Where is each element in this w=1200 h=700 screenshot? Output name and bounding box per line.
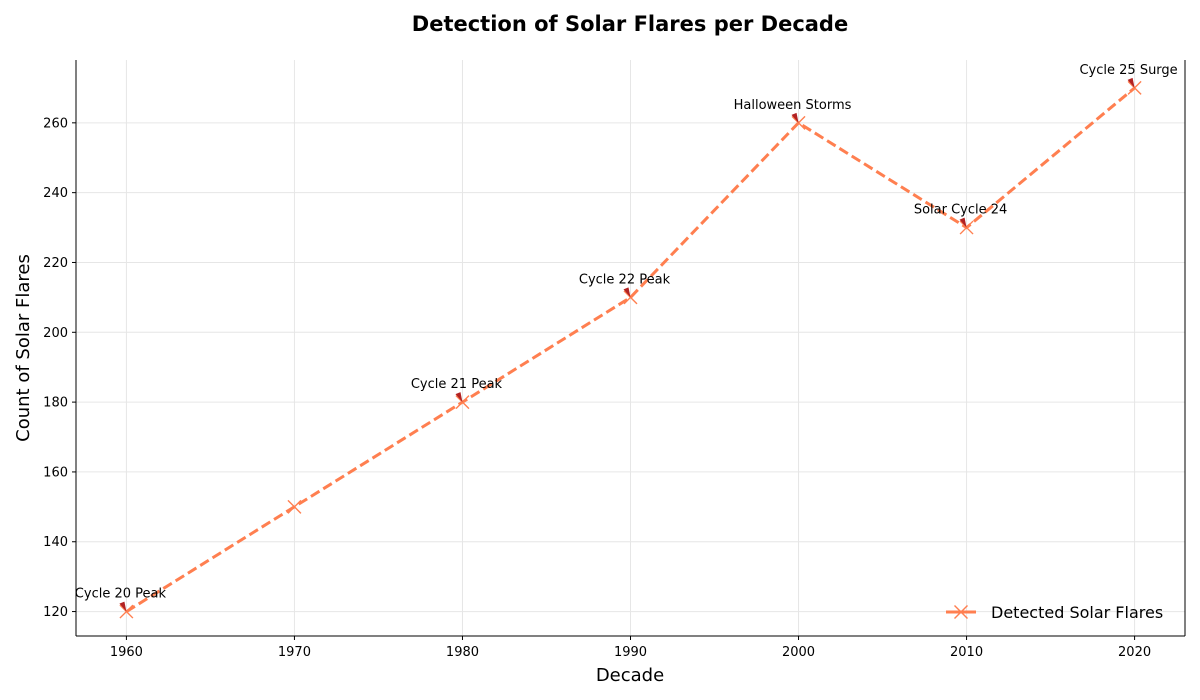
annotation-label: Solar Cycle 24 bbox=[914, 203, 1007, 218]
chart-title: Detection of Solar Flares per Decade bbox=[412, 12, 848, 36]
annotation: Solar Cycle 24 bbox=[914, 203, 1007, 228]
x-tick-label: 2020 bbox=[1118, 645, 1151, 660]
x-tick-label: 2010 bbox=[950, 645, 983, 660]
y-tick-label: 200 bbox=[43, 326, 68, 341]
annotation-arrow bbox=[959, 217, 967, 228]
x-axis-label: Decade bbox=[596, 665, 664, 686]
annotation-label: Cycle 22 Peak bbox=[579, 272, 671, 287]
x-tick-label: 1990 bbox=[614, 645, 647, 660]
x-tick-label: 2000 bbox=[782, 645, 815, 660]
annotation-label: Halloween Storms bbox=[734, 98, 852, 113]
grid bbox=[76, 60, 1185, 636]
annotation-arrow bbox=[455, 392, 463, 403]
y-tick-label: 160 bbox=[43, 465, 68, 480]
annotation: Halloween Storms bbox=[734, 98, 852, 123]
y-axis-label: Count of Solar Flares bbox=[13, 254, 34, 442]
y-tick-label: 120 bbox=[43, 605, 68, 620]
annotations: Cycle 20 Peak Cycle 21 Peak Cycle 22 Peak H… bbox=[75, 63, 1178, 612]
legend-marker-swatch bbox=[954, 605, 968, 619]
y-tick-label: 180 bbox=[43, 396, 68, 411]
annotation-arrow bbox=[623, 287, 631, 298]
legend-label: Detected Solar Flares bbox=[991, 603, 1163, 622]
annotation: Cycle 22 Peak bbox=[579, 272, 671, 298]
annotation-label: Cycle 25 Surge bbox=[1079, 63, 1177, 78]
y-tick-label: 260 bbox=[43, 116, 68, 131]
annotation-arrow bbox=[791, 112, 799, 123]
data-point-marker bbox=[287, 499, 302, 514]
x-tick-label: 1980 bbox=[446, 645, 479, 660]
annotation: Cycle 25 Surge bbox=[1079, 63, 1178, 88]
y-tick-label: 220 bbox=[43, 256, 68, 271]
x-tick-label: 1970 bbox=[278, 645, 311, 660]
x-axis-ticks: 1960 1970 1980 1990 2000 2010 2020 bbox=[110, 636, 1151, 660]
y-axis-ticks: 120 140 160 180 200 220 240 260 bbox=[43, 116, 76, 620]
annotation: Cycle 20 Peak bbox=[75, 587, 167, 612]
y-tick-label: 140 bbox=[43, 535, 68, 550]
legend: Detected Solar Flares bbox=[946, 603, 1163, 622]
annotation-label: Cycle 20 Peak bbox=[75, 587, 167, 602]
annotation-arrow bbox=[1127, 77, 1135, 88]
annotation: Cycle 21 Peak bbox=[411, 377, 503, 403]
annotation-label: Cycle 21 Peak bbox=[411, 377, 503, 392]
x-tick-label: 1960 bbox=[110, 645, 143, 660]
legend-x-marker bbox=[954, 605, 968, 619]
y-tick-label: 240 bbox=[43, 186, 68, 201]
annotation-arrow bbox=[119, 601, 127, 612]
